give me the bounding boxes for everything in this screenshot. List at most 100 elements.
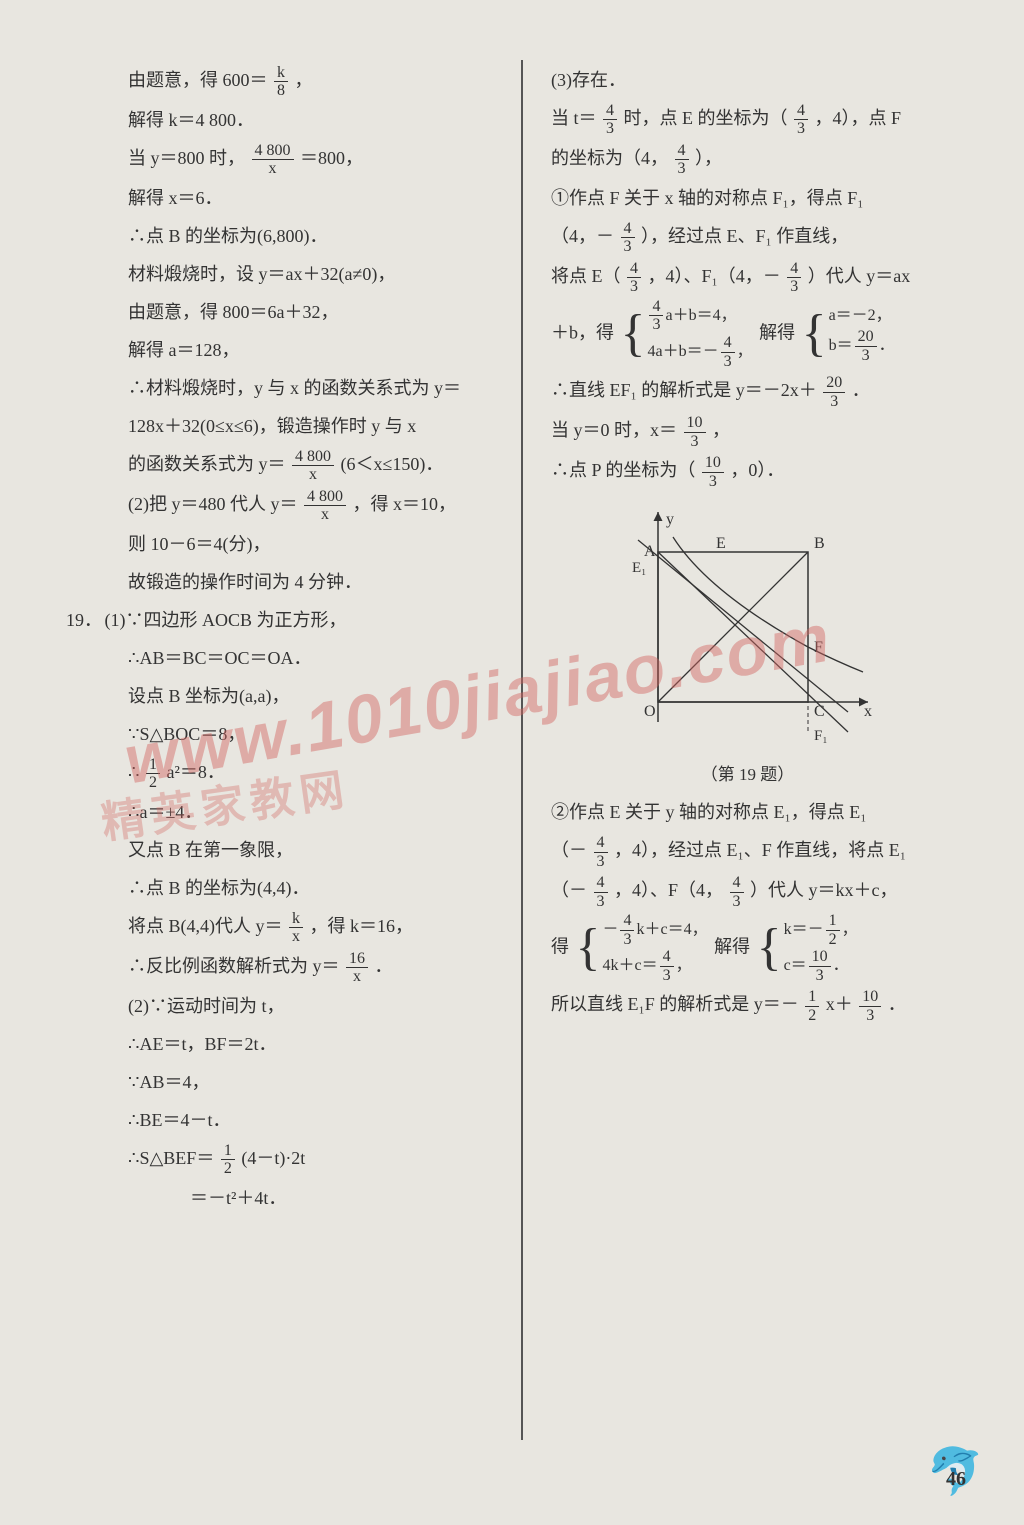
t: 的函数关系式为 y＝ (128, 454, 286, 474)
t: 解得 (714, 936, 750, 956)
t: 由题意，得 600＝ (128, 70, 268, 90)
t: 的坐标为（4， (551, 148, 668, 168)
t: ＝800， (300, 148, 363, 168)
svg-text:C: C (814, 703, 825, 720)
qnum: 19． (66, 602, 100, 638)
text-line: 当 y＝800 时， 4 800x ＝800， (100, 140, 493, 178)
t: （－ (551, 880, 587, 900)
text-line: 将点 E（ 43 ，4）、F₁（4，－ 43 ）代人 y＝ax (551, 258, 944, 296)
t: ，4）、F₁（4，－ (648, 266, 781, 286)
t: ． (375, 956, 393, 976)
t: ∴点 P 的坐标为（ (551, 460, 695, 480)
fraction: 4 800x (252, 142, 294, 178)
right-column: (3)存在． 当 t＝ 43 时，点 E 的坐标为（ 43 ，4），点 F 的坐… (527, 60, 954, 1440)
text-line: ∴点 B 的坐标为(4,4)． (100, 870, 493, 906)
t: ∴ (128, 762, 139, 782)
svg-text:O: O (644, 703, 656, 720)
fraction: k8 (274, 64, 288, 100)
svg-text:x: x (864, 703, 872, 720)
t: x＋ (826, 994, 853, 1014)
text-line: ∴a＝±4． (100, 794, 493, 830)
t: ）代人 y＝kx＋c， (750, 880, 898, 900)
svg-text:E₁: E₁ (632, 560, 646, 576)
t: ）代人 y＝ax (808, 266, 911, 286)
text-line: ②作点 E 关于 y 轴的对称点 E₁，得点 E₁ (551, 794, 944, 830)
fraction: 12 (221, 1142, 235, 1178)
t: (1)∵四边形 AOCB 为正方形， (105, 610, 347, 630)
t: ∴直线 EF₁ 的解析式是 y＝－2x＋ (551, 380, 817, 400)
column-divider (521, 60, 523, 1440)
svg-text:F: F (814, 639, 823, 656)
t: ）， (695, 148, 722, 168)
t: 将点 E（ (551, 266, 621, 286)
fraction: 43 (675, 142, 689, 178)
text-line: ∴点 P 的坐标为（ 103 ，0）． (551, 452, 944, 490)
text-line: 材料煅烧时，设 y＝ax＋32(a≠0)， (100, 256, 493, 292)
fraction: 43 (730, 874, 744, 910)
text-line: 解得 x＝6． (100, 180, 493, 216)
fraction: kx (289, 910, 303, 946)
svg-text:y: y (666, 511, 674, 528)
fraction: 43 (794, 102, 808, 138)
fraction: 43 (621, 220, 635, 256)
text-line: 将点 B(4,4)代人 y＝ kx ，得 k＝16， (100, 908, 493, 946)
text-line: (3)存在． (551, 62, 944, 98)
text-line: 由题意，得 800＝6a＋32， (100, 294, 493, 330)
t: 当 y＝0 时，x＝ (551, 420, 677, 440)
t: ． (852, 380, 870, 400)
t: （4，－ (551, 226, 614, 246)
figure-caption: （第 19 题） (551, 758, 944, 792)
svg-text:A: A (644, 543, 656, 560)
svg-text:B: B (814, 535, 825, 552)
t: 解得 (759, 322, 795, 342)
text-line: 所以直线 E₁F 的解析式是 y＝－ 12 x＋ 103 ． (551, 986, 944, 1024)
text-line: 的函数关系式为 y＝ 4 800x (6＜x≤150)． (100, 446, 493, 484)
t: ， (295, 70, 313, 90)
t: 时，点 E 的坐标为（ (624, 108, 788, 128)
t: ，0）． (730, 460, 784, 480)
figure-19: y x O A B E E₁ F F₁ C (618, 502, 878, 752)
brace-right: { k＝－12， c＝103． (757, 912, 858, 984)
text-line: 当 y＝0 时，x＝ 103 ， (551, 412, 944, 450)
t: ，得 x＝10， (353, 494, 457, 514)
t: ． (888, 994, 906, 1014)
text-line: ∴AB＝BC＝OC＝OA． (100, 640, 493, 676)
question-19: 19． (1)∵四边形 AOCB 为正方形， (100, 602, 493, 638)
fraction: 43 (594, 874, 608, 910)
svg-text:E: E (716, 535, 726, 552)
text-line: ＝－t²＋4t． (100, 1180, 493, 1216)
t: ，得 k＝16， (310, 916, 414, 936)
t: （－ (551, 840, 587, 860)
svg-text:F₁: F₁ (814, 728, 828, 744)
fraction: 103 (702, 454, 724, 490)
fraction: 103 (684, 414, 706, 450)
equation-system: ＋b，得 { 43a＋b＝4， 4a＋b＝－43， 解得 { a＝－2， b＝2… (551, 298, 944, 370)
t: ，4），点 F (815, 108, 902, 128)
text-line: 解得 k＝4 800． (100, 102, 493, 138)
text-line: ∴ 12 a²＝8． (100, 754, 493, 792)
fraction: 4 800x (292, 448, 334, 484)
text-line: ∵AB＝4， (100, 1064, 493, 1100)
t: (2)把 y＝480 代人 y＝ (128, 494, 298, 514)
fraction: 12 (146, 756, 160, 792)
brace-right: { a＝－2， b＝203． (802, 304, 895, 364)
fraction: 12 (805, 988, 819, 1024)
text-line: 解得 a＝128， (100, 332, 493, 368)
text-line: ∴材料煅烧时，y 与 x 的函数关系式为 y＝ (100, 370, 493, 406)
text-line: （－ 43 ，4），经过点 E₁、F 作直线，将点 E₁ (551, 832, 944, 870)
text-line: 设点 B 坐标为(a,a)， (100, 678, 493, 714)
t: ， (712, 420, 730, 440)
text-line: ∴反比例函数解析式为 y＝ 16x ． (100, 948, 493, 986)
t: ＋b，得 (551, 322, 614, 342)
t: ），经过点 E、F₁ 作直线， (641, 226, 848, 246)
fraction: 103 (859, 988, 881, 1024)
text-line: 由题意，得 600＝ k8 ， (100, 62, 493, 100)
t: ∴S△BEF＝ (128, 1148, 214, 1168)
t: 所以直线 E₁F 的解析式是 y＝－ (551, 994, 799, 1014)
text-line: 当 t＝ 43 时，点 E 的坐标为（ 43 ，4），点 F (551, 100, 944, 138)
text-line: 的坐标为（4， 43 ）， (551, 140, 944, 178)
fraction: 16x (346, 950, 368, 986)
t: ，4），经过点 E₁、F 作直线，将点 E₁ (614, 840, 906, 860)
text-line: ∴AE＝t，BF＝2t． (100, 1026, 493, 1062)
text-line: （4，－ 43 ），经过点 E、F₁ 作直线， (551, 218, 944, 256)
